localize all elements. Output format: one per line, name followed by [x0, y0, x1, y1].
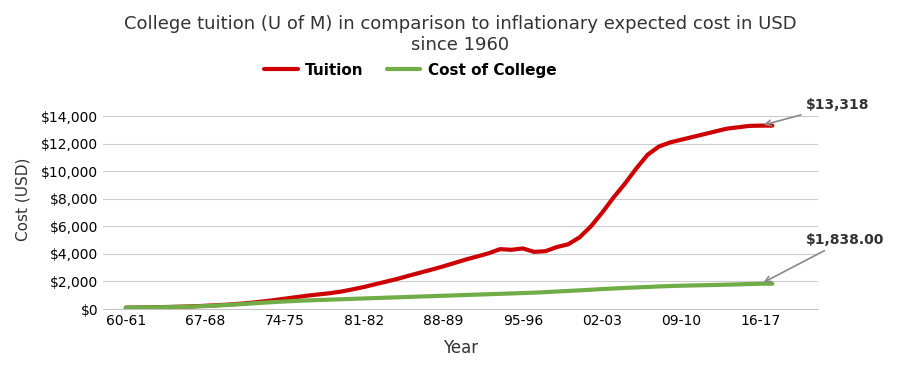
- Legend: Tuition, Cost of College: Tuition, Cost of College: [258, 57, 562, 84]
- Text: $13,318: $13,318: [766, 98, 870, 126]
- X-axis label: Year: Year: [443, 339, 478, 357]
- Y-axis label: Cost (USD): Cost (USD): [15, 157, 30, 241]
- Title: College tuition (U of M) in comparison to inflationary expected cost in USD
sinc: College tuition (U of M) in comparison t…: [124, 15, 796, 54]
- Text: $1,838.00: $1,838.00: [765, 232, 885, 282]
